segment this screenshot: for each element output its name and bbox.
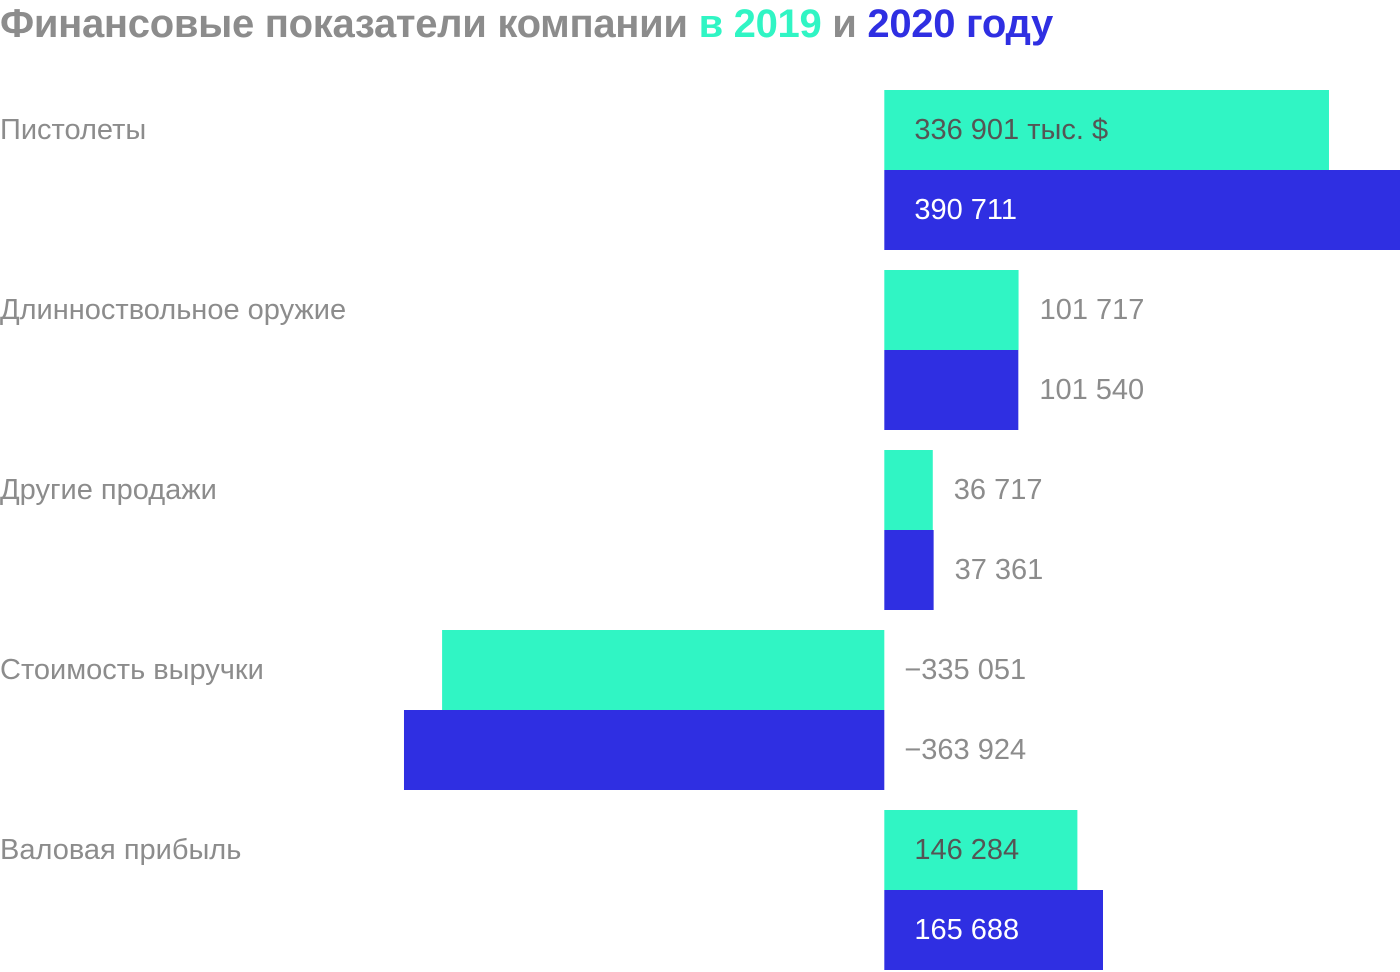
bar-2020 [884,350,1019,430]
value-label-2019: −335 051 [904,654,1026,686]
value-label-2020: 165 688 [914,914,1019,946]
bar-2019 [884,810,1078,890]
category-label: Длинноствольное оружие [0,294,346,326]
bar-2019 [442,630,885,710]
bar-2019 [884,90,1329,170]
value-label-2019: 36 717 [954,474,1043,506]
title-year-2019: в 2019 [698,2,822,46]
title-year-2020: 2020 году [867,2,1053,46]
bar-2020 [884,890,1103,970]
value-label-2020: −363 924 [904,734,1026,766]
value-label-2019: 146 284 [914,834,1019,866]
bar-2019 [884,450,933,530]
title-conjunction: и [832,2,857,46]
category-label: Другие продажи [0,474,217,506]
value-label-2019: 336 901 тыс. $ [914,114,1108,146]
value-label-2019: 101 717 [1040,294,1145,326]
value-label-2020: 37 361 [955,554,1044,586]
category-label: Пистолеты [0,114,146,146]
category-label: Валовая прибыль [0,834,241,866]
bar-2020 [884,530,934,610]
bar-2020 [884,170,1400,250]
bar-2020 [403,710,885,790]
title-prefix: Финансовые показатели компании [0,2,688,46]
chart-title: Финансовые показатели компании в 2019 и … [0,0,1053,48]
category-label: Стоимость выручки [0,654,264,686]
value-label-2020: 390 711 [914,194,1017,226]
bar-2019 [884,270,1019,350]
value-label-2020: 101 540 [1039,374,1144,406]
